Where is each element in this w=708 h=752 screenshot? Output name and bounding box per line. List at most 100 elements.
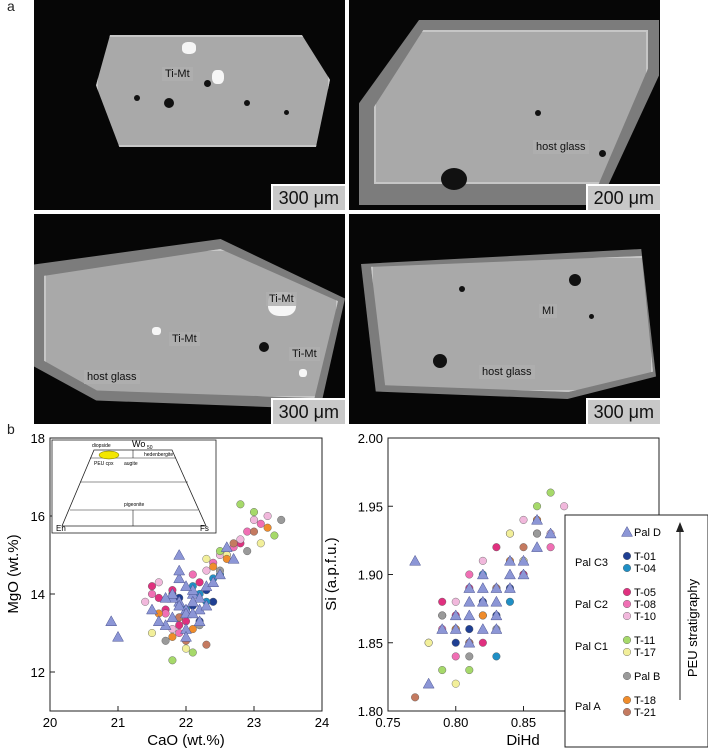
mineral-label: MI (539, 304, 558, 318)
data-point (209, 597, 218, 606)
legend-title: PEU stratigraphy (685, 578, 700, 677)
data-point (195, 578, 204, 587)
data-point (560, 502, 569, 511)
data-point (451, 679, 460, 688)
data-point (451, 652, 460, 661)
data-point (263, 511, 272, 520)
data-point (154, 578, 163, 587)
pyroxene-quadrilateral-inset: diopside Wo 50 hedenbergite PEU cpx augi… (51, 439, 217, 534)
legend-marker (621, 525, 633, 537)
data-point (256, 539, 265, 548)
bse-image-2: host glass 200 μm (349, 0, 660, 210)
data-point (465, 666, 474, 675)
data-point (463, 609, 476, 621)
data-point (227, 552, 240, 564)
data-point (409, 554, 422, 566)
legend-group-label: Pal C3 (575, 557, 608, 569)
data-point (214, 568, 226, 580)
data-point (180, 580, 192, 591)
inset-label: En (56, 524, 66, 533)
x-tick-label: 21 (111, 715, 125, 730)
data-point (207, 576, 220, 587)
data-point (476, 568, 489, 580)
x-tick-label: 0.80 (443, 715, 468, 730)
data-point (490, 582, 503, 593)
mineral-label: Ti-Mt (169, 332, 200, 346)
inclusion (164, 98, 174, 108)
data-point (200, 599, 213, 611)
inclusion (599, 150, 606, 157)
data-point (193, 591, 206, 603)
legend-entry: Pal B (634, 671, 660, 683)
data-point (478, 638, 487, 647)
data-point (186, 607, 199, 619)
data-point (476, 582, 489, 593)
data-point (168, 656, 177, 665)
data-point (504, 582, 516, 593)
scale-bar: 300 μm (270, 184, 345, 210)
data-point (505, 597, 514, 606)
data-point (478, 556, 487, 565)
panel-b-letter: b (7, 421, 15, 437)
data-point (175, 621, 184, 630)
y-axis-label: Si (a.p.f.u.) (323, 537, 340, 610)
data-point (531, 513, 543, 525)
data-point (186, 595, 199, 607)
y-axis-label: MgO (wt.%) (5, 534, 22, 613)
inclusion (589, 314, 594, 319)
data-point (449, 623, 462, 634)
legend-entry: T-08 (634, 599, 656, 611)
legend-marker (623, 551, 632, 560)
inset-label: augite (124, 461, 138, 467)
x-axis-label: CaO (wt.%) (147, 732, 225, 749)
axis-ticks: 20 21 22 23 24 12 14 16 18 (31, 431, 330, 730)
data-point (243, 547, 252, 556)
bse-image-1: Ti-Mt 300 μm (34, 0, 345, 210)
ti-magnetite-grain (152, 327, 161, 335)
data-point (159, 591, 172, 603)
scatter-plots: 20 21 22 23 24 12 14 16 18 CaO (wt.%) MgO (wt.%)… (5, 431, 708, 749)
legend-items: Pal D T-01T-04 Pal C3 T-05T-08T-10 Pal C2 T-1… (575, 525, 661, 719)
y-tick-label: 1.85 (358, 636, 383, 651)
data-point (476, 623, 489, 634)
mineral-label: host glass (84, 370, 140, 384)
data-points (105, 500, 286, 665)
legend-entry: T-18 (634, 695, 656, 707)
scale-bar: 300 μm (270, 398, 345, 424)
data-point (202, 640, 211, 649)
y-tick-label: 1.80 (358, 704, 383, 719)
data-point (173, 548, 186, 560)
mineral-label: host glass (479, 365, 535, 379)
data-point (277, 515, 286, 524)
inset-frame (51, 439, 217, 534)
data-point (546, 543, 555, 552)
data-point (202, 554, 211, 563)
data-point (236, 500, 245, 509)
data-point (476, 595, 489, 607)
data-point (517, 554, 530, 566)
data-point (173, 572, 186, 584)
data-point (492, 652, 501, 661)
legend-marker (623, 635, 632, 644)
data-point (161, 636, 170, 645)
scale-bar: 300 μm (585, 398, 660, 424)
inclusion (535, 110, 541, 116)
legend-marker (623, 647, 632, 656)
data-points (409, 488, 569, 702)
data-point (436, 623, 449, 634)
mineral-label: Ti-Mt (162, 67, 193, 81)
data-point (490, 595, 503, 607)
inset-label: pigeonite (124, 502, 145, 508)
data-point (105, 615, 118, 626)
legend-entry: T-05 (634, 587, 656, 599)
data-point (168, 632, 177, 641)
data-point (544, 527, 557, 539)
data-point (166, 587, 179, 599)
inset-label: PEU cpx (94, 461, 114, 467)
data-point (490, 609, 503, 621)
data-point (438, 611, 447, 620)
panel-a-letter: a (7, 0, 15, 14)
data-point (504, 554, 516, 566)
ti-magnetite-grain (182, 42, 196, 54)
x-tick-label: 20 (43, 715, 57, 730)
